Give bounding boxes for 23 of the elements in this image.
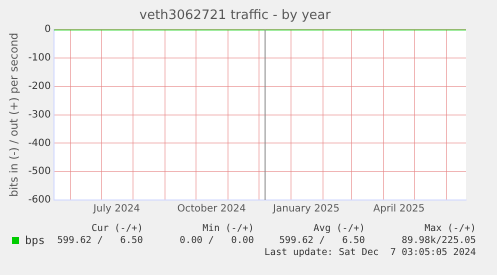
text: Avg (-/+) — [314, 222, 365, 235]
text: 89.98k/225.05 — [402, 234, 476, 247]
y-tick-label: -300 — [28, 109, 51, 120]
x-tick-label: July 2024 — [92, 204, 140, 215]
y-tick-label: -100 — [28, 52, 51, 64]
x-tick-label: April 2025 — [373, 204, 425, 215]
text: 599.62 / 6.50 — [57, 234, 143, 247]
y-tick-label: -600 — [28, 194, 51, 206]
y-tick-label: -400 — [28, 138, 51, 149]
text: 599.62 / 6.50 — [279, 234, 365, 247]
y-axis-title: bits in (-) / out (+) per second — [7, 32, 20, 197]
text: 0.00 / 0.00 — [180, 234, 254, 247]
y-tick-label: 0 — [44, 24, 51, 36]
y-tick-label: -500 — [28, 166, 51, 178]
text: Cur (-/+) — [92, 222, 143, 235]
text: Min (-/+) — [202, 222, 254, 235]
text: Last update: Sat Dec 7 03:05:05 2024 — [264, 246, 476, 259]
legend-label: bps — [25, 234, 45, 247]
chart-title: veth3062721 traffic - by year — [139, 8, 332, 24]
text: Max (-/+) — [424, 222, 476, 235]
y-tick-label: -200 — [28, 80, 51, 92]
x-tick-label: October 2024 — [177, 204, 246, 215]
x-tick-label: January 2025 — [272, 204, 340, 215]
